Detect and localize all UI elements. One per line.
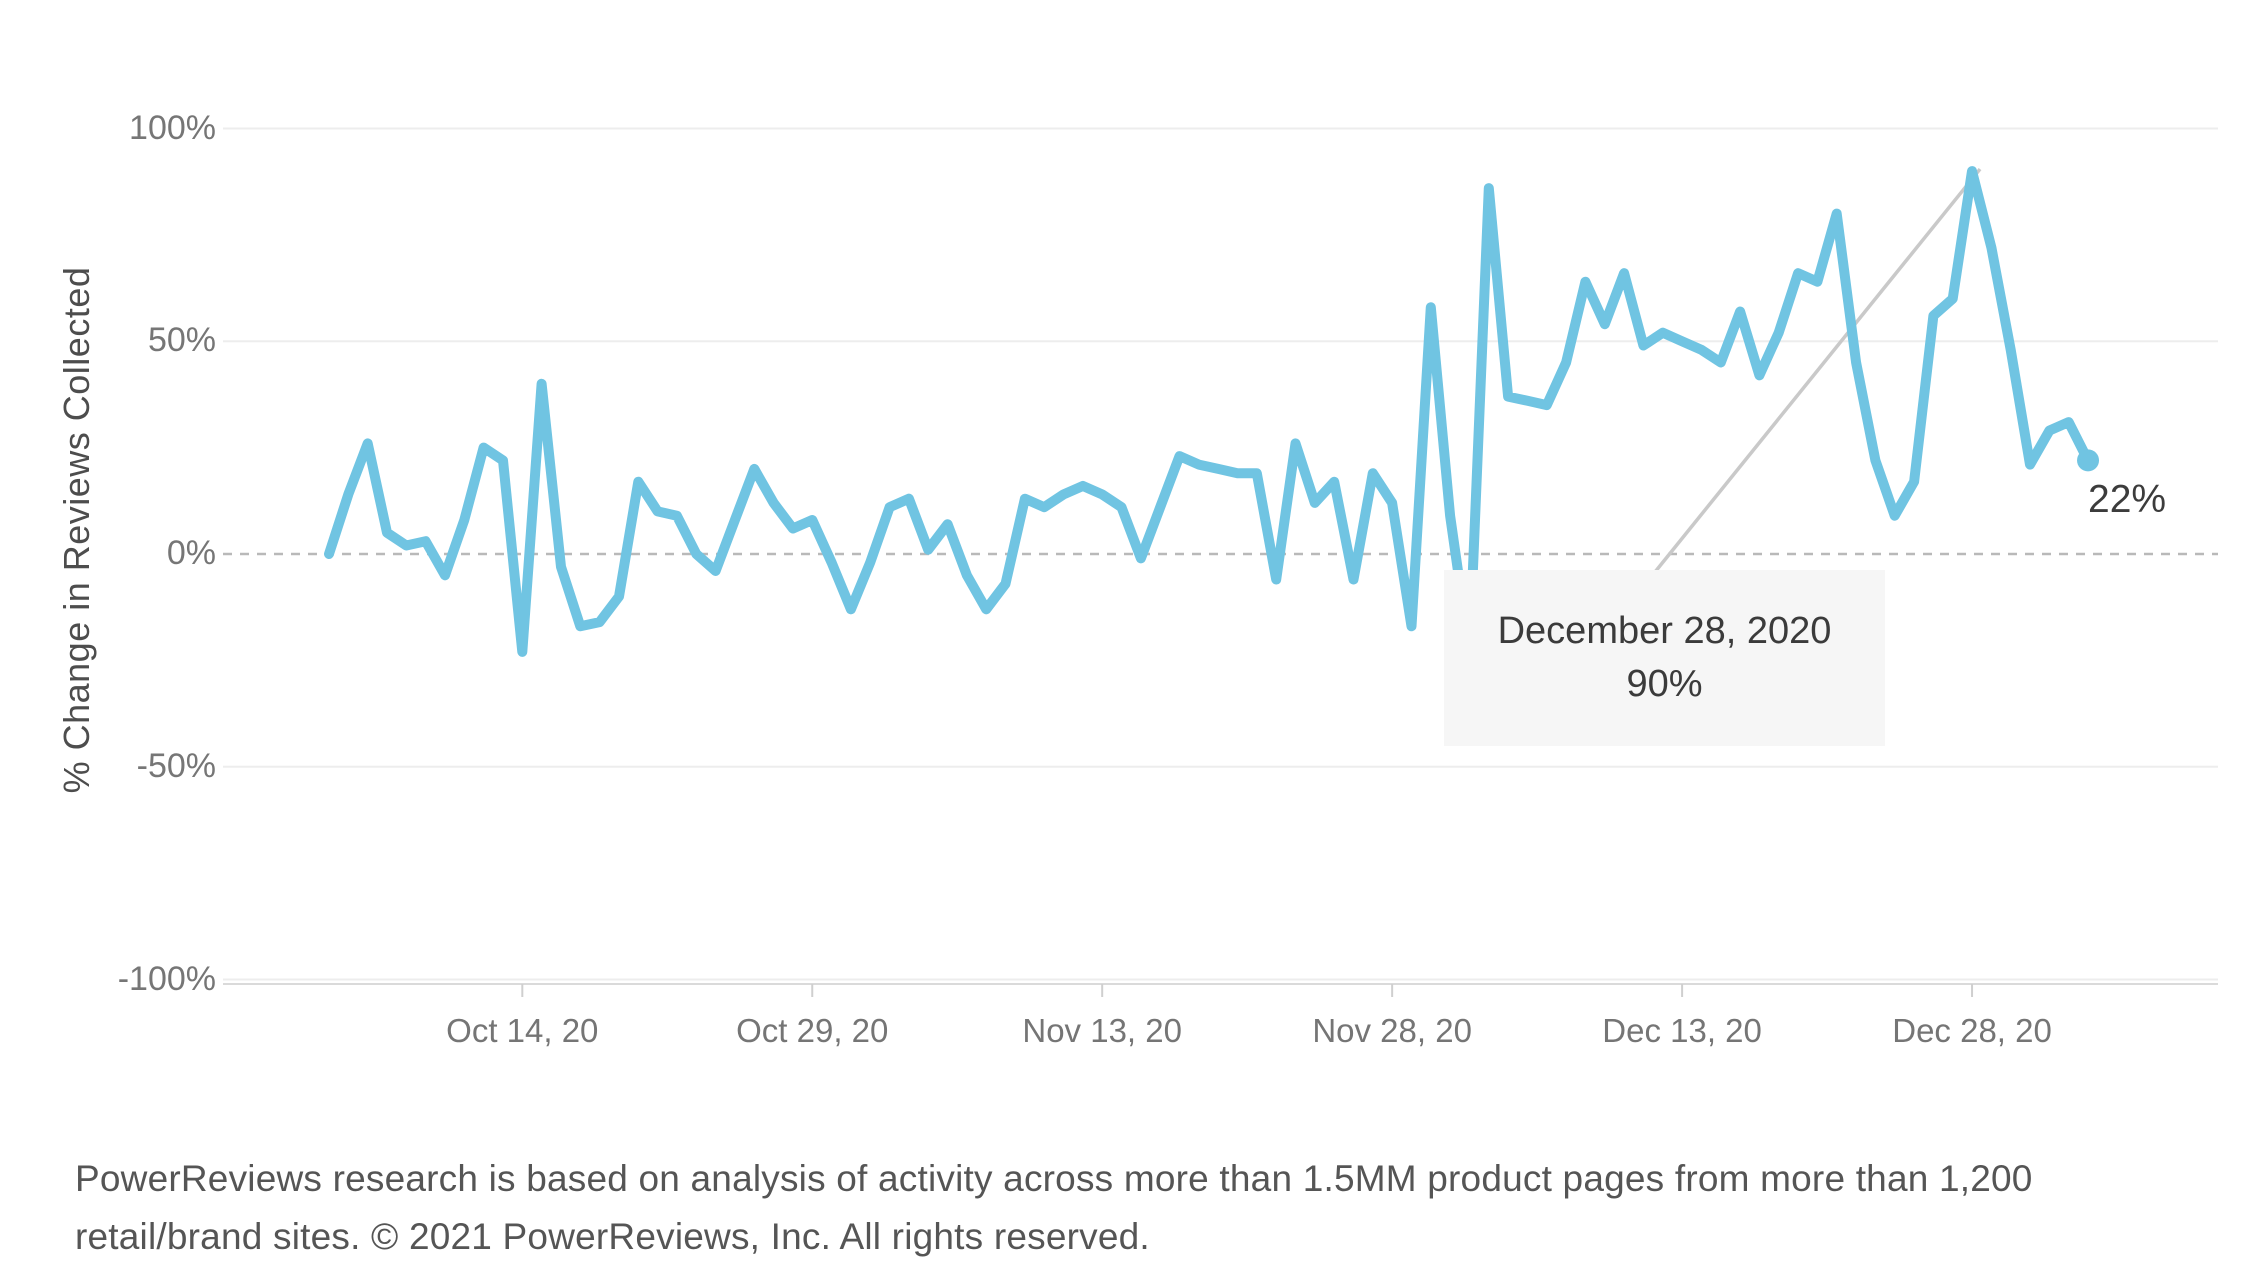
x-tick-label: Oct 14, 20	[446, 1012, 599, 1049]
callout-line	[1653, 167, 1982, 574]
annotation-box: December 28, 2020 90%	[1444, 570, 1885, 746]
x-tick-label: Dec 28, 20	[1892, 1012, 2052, 1049]
x-tick-label: Dec 13, 20	[1602, 1012, 1762, 1049]
end-value-label: 22%	[2088, 478, 2167, 521]
annotation-value: 90%	[1626, 663, 1703, 705]
y-tick-label: 0%	[166, 534, 216, 572]
y-tick-label: 100%	[129, 108, 216, 147]
trend-line-series	[324, 166, 2100, 657]
footer-line-1: PowerReviews research is based on analys…	[75, 1158, 2033, 1199]
y-tick-label: -50%	[136, 746, 216, 785]
x-tick-label: Oct 29, 20	[736, 1012, 889, 1049]
y-tick-label: 50%	[147, 321, 216, 360]
annotation-date: December 28, 2020	[1497, 610, 1832, 652]
gridlines	[223, 127, 2218, 981]
end-point-dot	[2077, 449, 2100, 472]
x-axis	[223, 983, 2218, 997]
trend-line	[324, 166, 2093, 657]
x-tick-label: Nov 13, 20	[1022, 1012, 1182, 1049]
footer-line-2: retail/brand sites. © 2021 PowerReviews,…	[75, 1216, 1150, 1257]
y-tick-label: -100%	[117, 959, 216, 998]
annotation-callout	[1653, 167, 1982, 574]
footer-disclaimer: PowerReviews research is based on analys…	[75, 1150, 2195, 1266]
x-tick-label: Nov 28, 20	[1312, 1012, 1472, 1049]
